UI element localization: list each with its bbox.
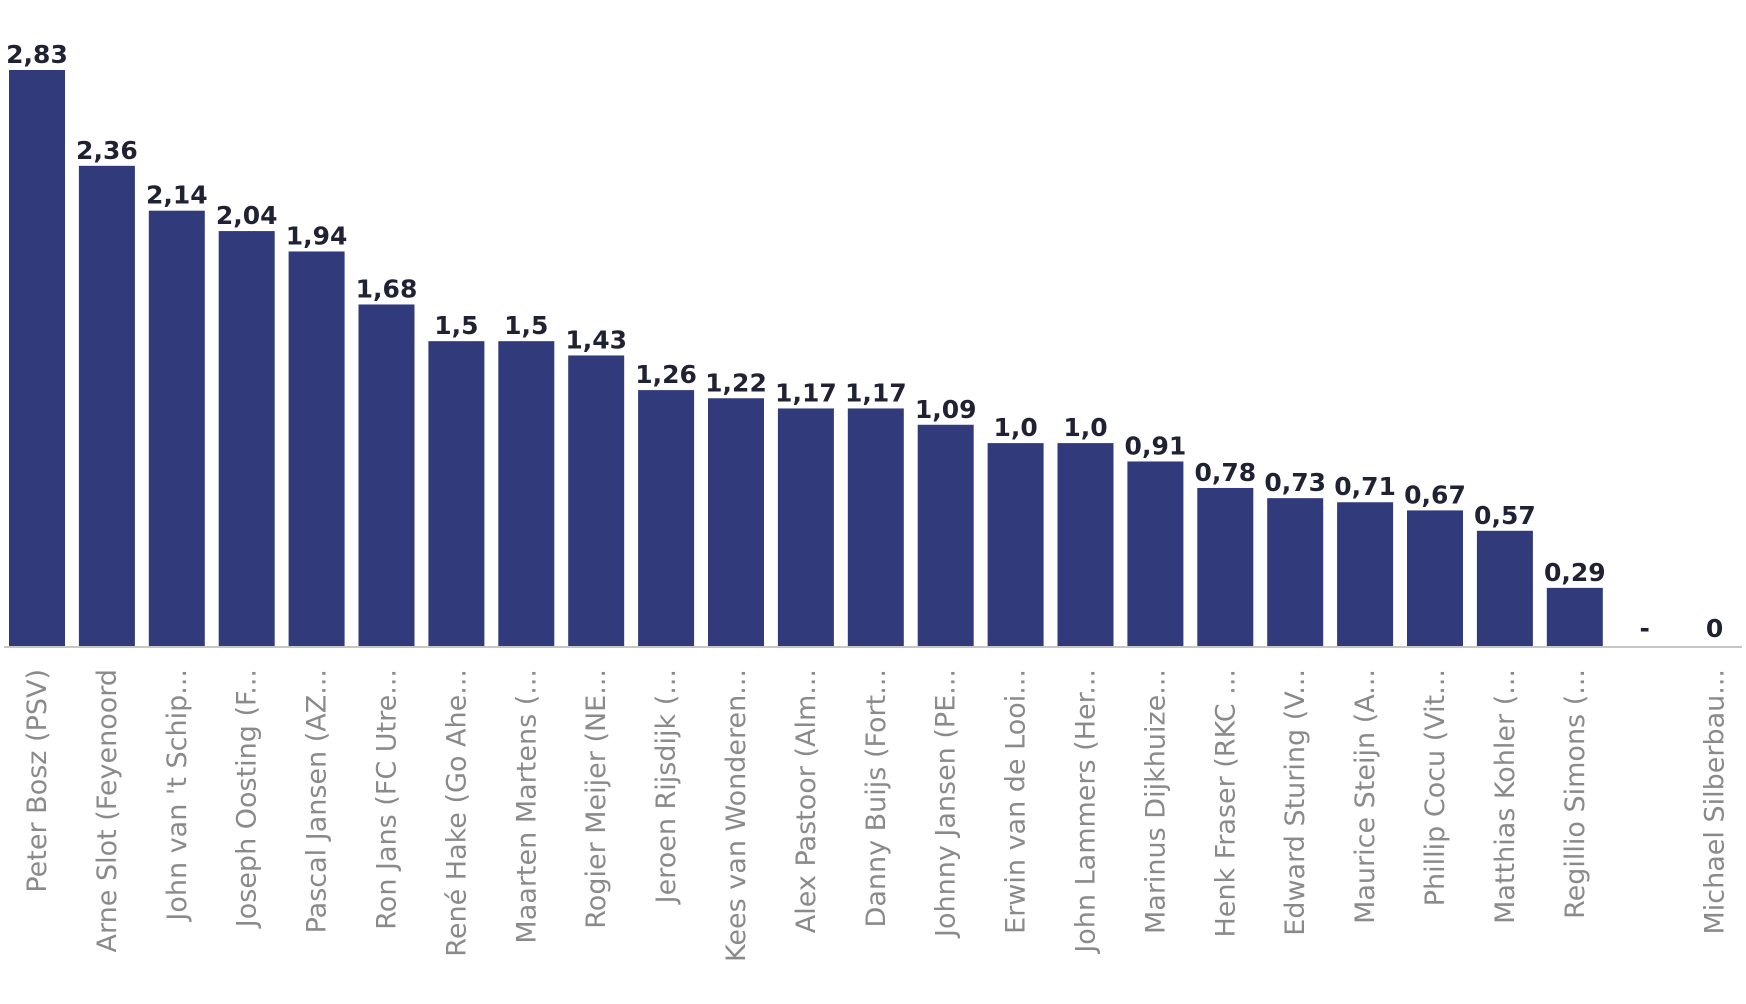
category-label: Joseph Oosting (F...	[232, 669, 263, 929]
category-labels-group: Peter Bosz (PSV) Arne Slot (Feyenoord John…	[22, 669, 1731, 962]
data-label: 0,91	[1125, 431, 1187, 460]
data-label: 2,04	[216, 201, 278, 230]
data-label: 1,09	[915, 395, 977, 424]
data-label: 0	[1706, 614, 1723, 643]
data-label: 0,67	[1404, 480, 1466, 509]
category-label: Henk Fraser (RKC ...	[1210, 669, 1241, 938]
category-label: Alex Pastoor (Alm...	[791, 669, 822, 933]
category-label: Regillio Simons (...	[1560, 669, 1591, 919]
data-label: 1,22	[705, 368, 767, 397]
bar	[1407, 510, 1463, 647]
data-label: 1,5	[434, 311, 478, 340]
bars-group	[9, 70, 1603, 648]
data-label: 1,17	[845, 378, 907, 407]
bar	[708, 398, 764, 647]
category-label: Erwin van de Looi...	[1001, 669, 1032, 934]
bar	[78, 165, 135, 648]
bar	[987, 443, 1044, 647]
bar	[1057, 443, 1114, 647]
bar	[288, 251, 345, 648]
data-label: 0,73	[1264, 468, 1326, 497]
bar	[428, 341, 485, 647]
bar	[917, 424, 974, 647]
bar	[218, 231, 275, 647]
category-label: Kees van Wonderen...	[721, 669, 752, 962]
data-label: 1,0	[1063, 413, 1107, 442]
bar	[1197, 487, 1254, 647]
data-label: 2,36	[76, 136, 138, 165]
data-labels-group: 2,83 2,36 2,14 2,04 1,94 1,68 1,5 1,5 1,43 1,26 1,…	[6, 40, 1723, 643]
category-label: Matthias Kohler (...	[1490, 669, 1521, 924]
data-label: 1,5	[504, 311, 548, 340]
bar	[498, 341, 555, 647]
bar	[1546, 587, 1603, 647]
category-label: Michael Silberbau...	[1700, 669, 1731, 935]
data-label: 0,57	[1474, 501, 1536, 530]
category-label: Johnny Jansen (PE...	[931, 669, 962, 939]
data-label: 1,68	[356, 274, 418, 303]
data-label: 1,0	[993, 413, 1037, 442]
bar	[777, 408, 834, 647]
bar	[148, 210, 205, 647]
data-label: 2,83	[6, 40, 68, 69]
bar	[568, 355, 625, 647]
bar	[1267, 498, 1324, 647]
data-label: 0,78	[1194, 458, 1256, 487]
data-label: 0,71	[1334, 472, 1396, 501]
category-label: Jeroen Rijsdijk (...	[651, 669, 682, 905]
bar	[638, 390, 695, 647]
category-label: Marinus Dijkhuize...	[1140, 669, 1171, 934]
bar	[358, 304, 415, 647]
data-label: 2,14	[146, 181, 208, 210]
category-label: Phillip Cocu (Vit...	[1420, 669, 1451, 906]
category-label: John Lammers (Her...	[1071, 669, 1102, 955]
category-label: Ron Jans (FC Utre...	[372, 669, 403, 930]
category-label: Danny Buijs (Fort...	[861, 669, 892, 927]
category-label: Pascal Jansen (AZ...	[302, 669, 333, 933]
data-label: 1,17	[775, 378, 837, 407]
bar	[9, 70, 65, 647]
category-label: Edward Sturing (V...	[1280, 669, 1311, 936]
category-label: Maurice Steijn (A...	[1350, 669, 1381, 924]
category-label: Rogier Meijer (NE...	[581, 669, 612, 929]
bar	[847, 408, 904, 647]
bar	[1127, 461, 1184, 647]
category-label: Peter Bosz (PSV)	[22, 669, 53, 893]
category-label: Maarten Martens (...	[511, 669, 542, 944]
category-label: René Hake (Go Ahe...	[441, 669, 472, 957]
data-label: 0,29	[1544, 558, 1606, 587]
category-label: John van 't Schip...	[162, 669, 193, 923]
data-label: 1,26	[635, 360, 697, 389]
data-label: -	[1640, 614, 1650, 643]
category-label: Arne Slot (Feyenoord	[92, 669, 123, 952]
data-label: 1,43	[565, 325, 627, 354]
bar	[1337, 502, 1394, 647]
bar	[1476, 530, 1533, 647]
data-label: 1,94	[286, 221, 348, 250]
